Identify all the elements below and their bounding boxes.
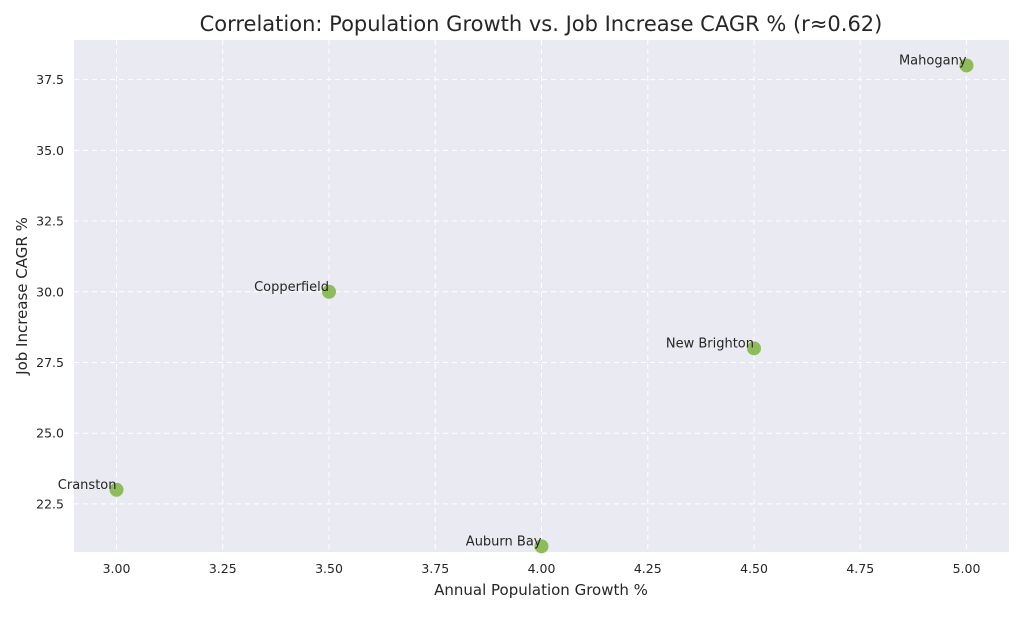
grid-layer xyxy=(74,40,1009,552)
x-tick-label: 3.50 xyxy=(315,561,343,576)
y-tick-label: 32.5 xyxy=(36,214,64,229)
data-point xyxy=(322,284,336,299)
data-point xyxy=(534,539,549,554)
data-point xyxy=(747,341,761,356)
data-point xyxy=(109,482,124,497)
data-point xyxy=(959,58,974,73)
chart-title: Correlation: Population Growth vs. Job I… xyxy=(200,12,883,36)
y-tick-label: 37.5 xyxy=(36,72,64,87)
tick-layer: 3.00 3.25 3.50 3.75 4.00 4.25 4.50 4.75 5.00 22.5… xyxy=(36,72,980,576)
data-point-label: Auburn Bay xyxy=(466,534,542,549)
y-tick-label: 22.5 xyxy=(36,496,64,511)
x-tick-label: 4.25 xyxy=(634,561,662,576)
data-point-label: Cranston xyxy=(58,478,117,493)
y-tick-label: 30.0 xyxy=(36,284,64,299)
x-tick-label: 4.50 xyxy=(740,561,768,576)
y-tick-label: 35.0 xyxy=(36,143,64,158)
y-axis-label: Job Increase CAGR % xyxy=(13,217,31,376)
x-tick-label: 5.00 xyxy=(953,561,981,576)
x-tick-label: 3.25 xyxy=(209,561,237,576)
y-tick-label: 25.0 xyxy=(36,426,64,441)
y-tick-label: 27.5 xyxy=(36,355,64,370)
x-tick-label: 4.00 xyxy=(528,561,556,576)
data-point-label: Copperfield xyxy=(254,280,329,295)
data-point-label: New Brighton xyxy=(666,336,754,351)
x-tick-label: 3.75 xyxy=(421,561,449,576)
x-tick-label: 4.75 xyxy=(846,561,874,576)
x-tick-label: 3.00 xyxy=(103,561,131,576)
x-axis-label: Annual Population Growth % xyxy=(434,581,648,599)
data-point-label: Mahogany xyxy=(899,53,967,68)
point-layer: Cranston Copperfield Auburn Bay New Brighto… xyxy=(58,53,974,554)
